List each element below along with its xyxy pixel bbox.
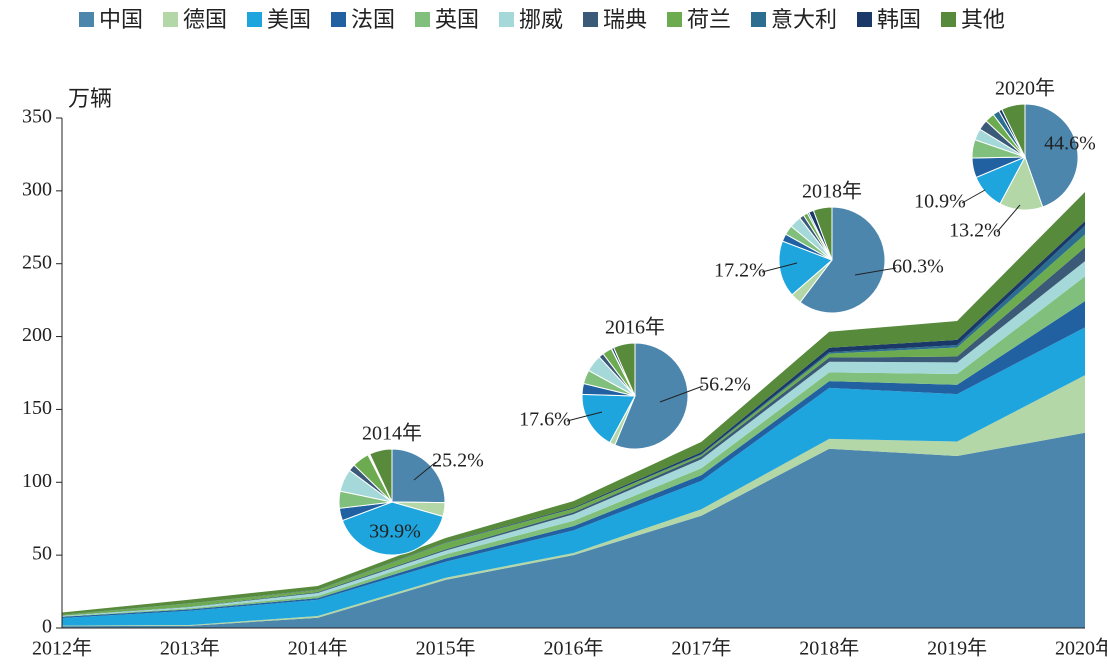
x-tick-label: 2019年 xyxy=(927,637,987,660)
legend-label: 韩国 xyxy=(877,8,921,33)
pie-value-label: 44.6% xyxy=(1044,133,1096,155)
area xyxy=(62,327,1085,626)
y-tick-label: 100 xyxy=(22,470,52,492)
legend-label: 德国 xyxy=(183,8,227,33)
legend-label: 英国 xyxy=(435,8,479,33)
pie-slice xyxy=(369,448,393,503)
legend-swatch xyxy=(247,12,262,27)
pie-value-label: 56.2% xyxy=(699,374,751,396)
leader-line xyxy=(961,189,986,204)
legend-label: 挪威 xyxy=(519,8,563,33)
pie-slice xyxy=(614,342,689,450)
y-tick-label: 0 xyxy=(42,616,52,638)
pie-slice xyxy=(799,206,886,314)
x-tick-label: 2015年 xyxy=(416,637,476,660)
x-tick-label: 2016年 xyxy=(544,637,604,660)
legend-swatch xyxy=(415,12,430,27)
x-tick-label: 2017年 xyxy=(671,637,731,660)
x-tick-label: 2012年 xyxy=(32,637,92,660)
legend-swatch xyxy=(499,12,514,27)
legend-swatch xyxy=(941,12,956,27)
y-tick-label: 150 xyxy=(22,397,52,419)
pie-slice xyxy=(581,393,636,444)
leader-line xyxy=(996,204,1021,233)
y-tick-label: 300 xyxy=(22,178,52,200)
legend-label: 其他 xyxy=(961,8,1005,33)
pie-value-label: 25.2% xyxy=(432,450,484,472)
x-tick-label: 2020年 xyxy=(1055,637,1107,660)
legend-label: 荷兰 xyxy=(687,8,731,33)
legend-label: 美国 xyxy=(267,8,311,33)
y-tick-label: 50 xyxy=(32,543,52,565)
pie-slice xyxy=(1024,103,1079,208)
legend-swatch xyxy=(583,12,598,27)
pie-slice xyxy=(1001,103,1026,158)
pie-title: 2014年 xyxy=(362,422,422,445)
x-tick-label: 2018年 xyxy=(799,637,859,660)
pie-value-label: 17.6% xyxy=(519,409,571,431)
legend-label: 中国 xyxy=(99,8,143,33)
leader-line xyxy=(659,385,704,403)
x-tick-label: 2014年 xyxy=(288,637,348,660)
y-tick-label: 350 xyxy=(22,106,52,128)
legend-swatch xyxy=(667,12,682,27)
y-axis-unit: 万辆 xyxy=(68,87,112,112)
legend-swatch xyxy=(751,12,766,27)
pie-title: 2016年 xyxy=(605,316,665,339)
legend-swatch xyxy=(857,12,872,27)
pie-title: 2018年 xyxy=(802,180,862,203)
pie-slice xyxy=(812,206,833,261)
x-tick-label: 2013年 xyxy=(160,637,220,660)
pie-value-label: 10.9% xyxy=(914,191,966,213)
pie-slice xyxy=(341,501,444,556)
legend-label: 意大利 xyxy=(771,8,837,33)
legend-swatch xyxy=(331,12,346,27)
pie-slice xyxy=(612,342,636,397)
legend-swatch xyxy=(163,12,178,27)
leader-line xyxy=(566,411,603,422)
pie-slice xyxy=(778,240,833,296)
y-tick-label: 250 xyxy=(22,251,52,273)
y-tick-label: 200 xyxy=(22,324,52,346)
pie-value-label: 39.9% xyxy=(369,521,421,543)
leader-line xyxy=(854,267,897,276)
leader-line xyxy=(761,262,798,273)
pie-value-label: 60.3% xyxy=(892,256,944,278)
legend-label: 瑞典 xyxy=(603,8,647,33)
legend-label: 法国 xyxy=(351,8,395,33)
pie-value-label: 13.2% xyxy=(949,220,1001,242)
pie-value-label: 17.2% xyxy=(714,260,766,282)
area xyxy=(62,432,1085,628)
pie-title: 2020年 xyxy=(995,77,1055,100)
legend-swatch xyxy=(79,12,94,27)
leader-line xyxy=(413,461,437,481)
